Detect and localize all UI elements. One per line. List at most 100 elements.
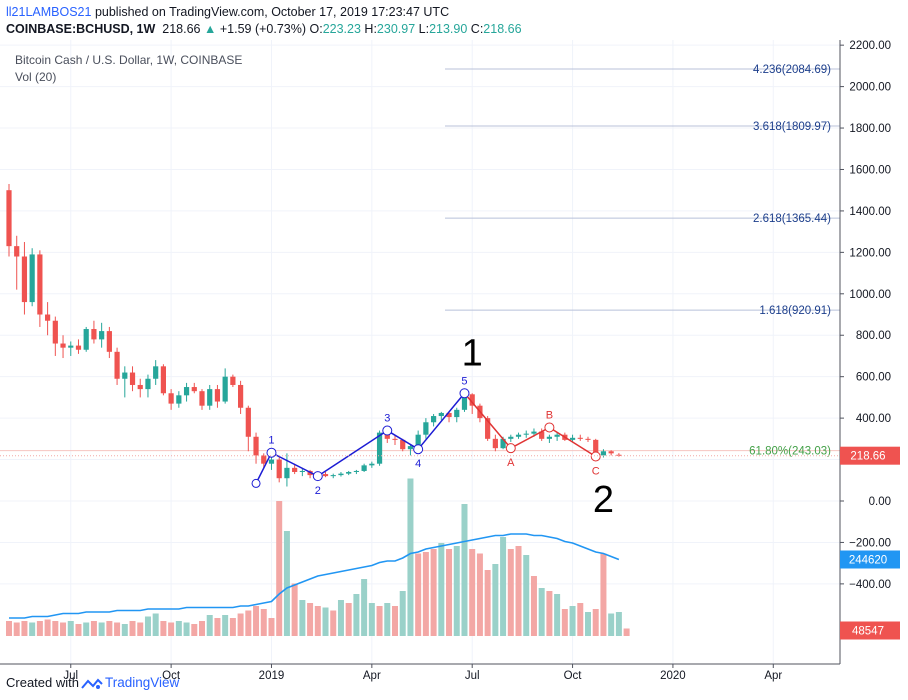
candle <box>245 407 251 437</box>
candle <box>554 434 560 437</box>
price-tick-label: 1400.00 <box>849 206 891 218</box>
candle <box>400 439 406 450</box>
volume-bar <box>345 603 352 636</box>
volume-bar <box>13 622 20 636</box>
wave-point <box>266 447 277 458</box>
wave-point <box>459 388 470 399</box>
volume-bar <box>615 612 622 636</box>
volume-bar <box>152 613 159 636</box>
candle <box>508 436 514 439</box>
volume-bar <box>392 606 398 636</box>
volume-bar <box>446 549 453 636</box>
volume-bar <box>523 555 530 636</box>
elliott-waves: 1 2 3 4 5 A B C 1 2 <box>251 333 614 521</box>
candle <box>106 331 112 352</box>
price-tick-label: 400.00 <box>856 413 891 425</box>
high-label: H: <box>364 22 377 36</box>
volume-bar <box>206 615 213 636</box>
wave-point <box>413 444 424 455</box>
time-tick-label: Apr <box>363 670 381 682</box>
candle <box>415 434 421 447</box>
wave-point <box>544 422 555 433</box>
footer: Created with TradingView <box>6 675 179 690</box>
close-value: 218.66 <box>483 22 522 36</box>
wave-degree-label: 2 <box>593 479 614 521</box>
wave-point <box>505 443 516 454</box>
price-tick-label: 2000.00 <box>849 82 891 94</box>
volume-bar <box>407 478 414 636</box>
volume-bar <box>291 583 298 636</box>
candle <box>454 409 460 418</box>
candle <box>539 431 545 439</box>
wave-point <box>382 425 393 436</box>
price-tick-label: 0.00 <box>869 496 891 508</box>
price-tick-label: 2200.00 <box>849 40 891 52</box>
volume-bar <box>476 553 483 636</box>
volume-bar <box>129 621 136 636</box>
candle <box>369 463 375 466</box>
candle <box>122 372 128 379</box>
volume-bar <box>222 615 229 636</box>
candle <box>60 343 66 348</box>
volume-ma-line <box>9 533 620 619</box>
candle <box>6 190 12 247</box>
time-tick-label: Oct <box>564 670 583 682</box>
tradingview-link[interactable]: TradingView <box>104 675 180 690</box>
volume-bar <box>422 552 429 636</box>
volume-ma-badge-label: 244620 <box>849 555 887 567</box>
candle <box>346 471 352 474</box>
price-badge <box>840 446 900 465</box>
candle <box>75 345 82 350</box>
wave-point <box>312 471 323 482</box>
volume-bar <box>492 564 499 636</box>
candle <box>577 437 583 439</box>
volume-bar <box>500 537 507 636</box>
candle <box>52 320 58 344</box>
price-change: +1.59 (+0.73%) <box>219 22 307 36</box>
wave-degree-label: 1 <box>462 333 483 375</box>
wave-label: 3 <box>384 413 390 425</box>
wave-label: 2 <box>315 485 321 497</box>
volume-bar <box>461 504 468 636</box>
volume-bar <box>384 603 391 636</box>
volume-bar <box>253 606 260 636</box>
time-tick-label: Apr <box>764 670 782 682</box>
volume-badge-label: 48547 <box>852 626 884 638</box>
volume-bar <box>299 600 306 636</box>
author-link[interactable]: ll21LAMBOS21 <box>6 5 92 19</box>
close-label: C: <box>470 22 484 36</box>
volume-bar <box>237 613 244 636</box>
price-tick-label: −200.00 <box>849 537 891 549</box>
candle <box>322 474 329 477</box>
volume-bar <box>538 588 545 636</box>
volume-bar <box>569 606 576 636</box>
volume-bar <box>260 609 267 636</box>
volume-bar <box>608 613 615 636</box>
candle <box>29 254 35 303</box>
time-tick-label: Jul <box>63 670 78 682</box>
price-tick-label: −400.00 <box>849 579 891 591</box>
volume-bar <box>137 622 144 636</box>
candle <box>500 438 506 449</box>
candle <box>14 246 20 257</box>
candle <box>392 438 398 440</box>
volume-bar <box>121 624 128 636</box>
candle <box>423 422 429 435</box>
volume-bar <box>515 546 522 636</box>
chart-title: Bitcoin Cash / U.S. Dollar, 1W, COINBASE <box>15 53 242 67</box>
volume-bar <box>183 622 190 636</box>
wave-label: 4 <box>415 458 421 470</box>
volume-ma-badge <box>840 550 900 569</box>
volume-bar <box>75 624 82 636</box>
candle <box>585 438 591 440</box>
volume-bar <box>368 603 375 636</box>
published-text: published on TradingView.com, October 17… <box>91 5 450 19</box>
candle <box>523 433 529 435</box>
volume-bar <box>29 622 36 636</box>
volume-ma-line <box>9 533 620 619</box>
volume-bar <box>361 579 368 636</box>
volume-bar <box>376 606 383 636</box>
wave-point <box>590 451 601 462</box>
candle <box>299 470 305 472</box>
